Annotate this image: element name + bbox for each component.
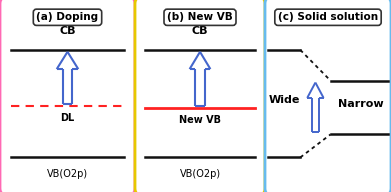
Text: New VB: New VB (179, 115, 221, 125)
Text: (a) Doping: (a) Doping (36, 12, 99, 22)
Text: DL: DL (60, 113, 75, 123)
Text: Wide: Wide (268, 95, 300, 105)
FancyBboxPatch shape (265, 0, 391, 192)
FancyBboxPatch shape (0, 0, 135, 192)
FancyBboxPatch shape (135, 0, 265, 192)
Text: VB(O2p): VB(O2p) (179, 169, 221, 179)
Text: CB: CB (59, 26, 76, 36)
Text: VB(O2p): VB(O2p) (47, 169, 88, 179)
Text: CB: CB (192, 26, 208, 36)
Text: (b) New VB: (b) New VB (167, 12, 233, 22)
Text: (c) Solid solution: (c) Solid solution (278, 12, 378, 22)
Text: Narrow: Narrow (338, 99, 384, 109)
